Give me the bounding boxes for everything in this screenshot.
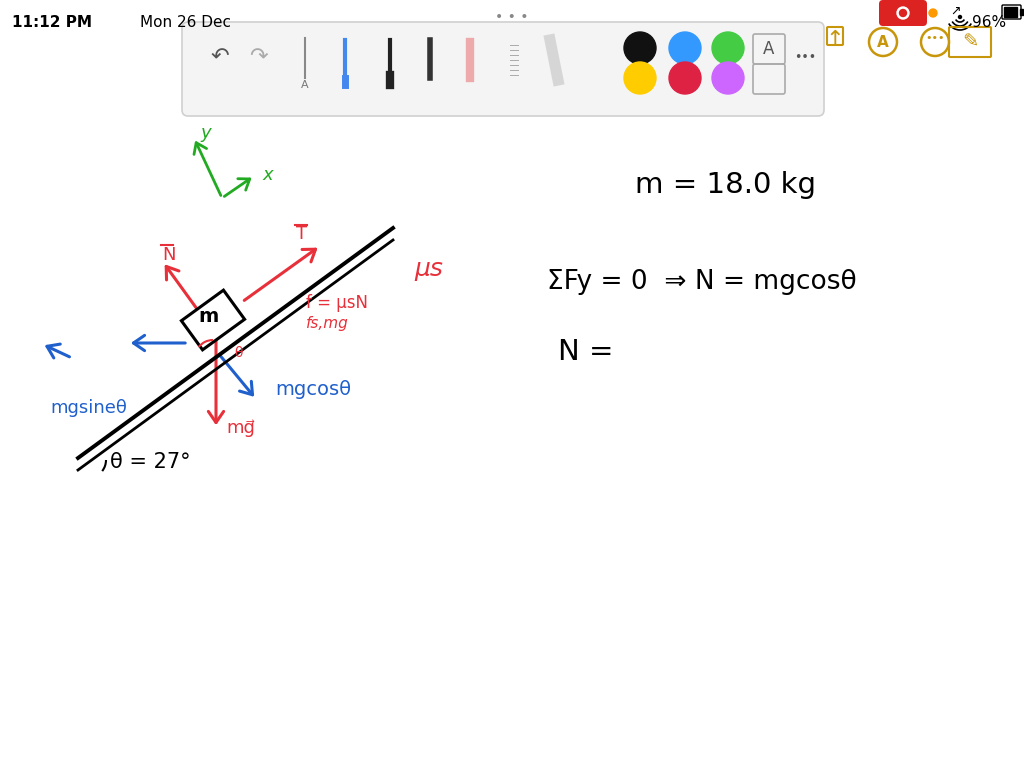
Text: N =: N =: [558, 338, 613, 366]
Text: • • •: • • •: [496, 10, 528, 24]
Circle shape: [624, 32, 656, 64]
Text: A: A: [878, 35, 889, 50]
Circle shape: [929, 9, 937, 17]
Text: y: y: [200, 124, 211, 142]
Circle shape: [669, 62, 701, 94]
Circle shape: [712, 62, 744, 94]
Text: 11:12 PM: 11:12 PM: [12, 15, 92, 30]
FancyBboxPatch shape: [182, 22, 824, 116]
Text: m: m: [198, 306, 218, 326]
Text: •••: •••: [794, 51, 816, 65]
Text: ↷: ↷: [249, 48, 267, 68]
Text: N: N: [162, 246, 175, 264]
Bar: [1020, 9, 1023, 15]
Circle shape: [712, 32, 744, 64]
Text: ✎: ✎: [962, 32, 978, 51]
Text: mgsineθ: mgsineθ: [50, 399, 127, 417]
Text: •••: •••: [926, 33, 945, 43]
Text: x: x: [262, 166, 272, 184]
Circle shape: [669, 32, 701, 64]
Polygon shape: [181, 290, 245, 350]
Text: ↶: ↶: [211, 48, 229, 68]
Bar: [1004, 7, 1017, 17]
Text: fs,mg: fs,mg: [306, 316, 349, 331]
Text: f = μsN: f = μsN: [306, 294, 368, 312]
Circle shape: [958, 15, 962, 18]
Text: ΣFy = 0  ⇒ N = mgcosθ: ΣFy = 0 ⇒ N = mgcosθ: [547, 269, 857, 295]
Text: T: T: [296, 225, 307, 243]
Text: A: A: [301, 80, 309, 90]
Text: ↑: ↑: [825, 30, 845, 50]
Text: Mon 26 Dec: Mon 26 Dec: [140, 15, 231, 30]
Text: mg⃗: mg⃗: [226, 419, 255, 437]
Circle shape: [897, 7, 909, 19]
Text: μs: μs: [414, 257, 442, 281]
FancyBboxPatch shape: [879, 0, 927, 26]
Circle shape: [624, 62, 656, 94]
Text: θ: θ: [234, 346, 243, 360]
FancyBboxPatch shape: [1002, 5, 1021, 19]
Text: A: A: [763, 40, 775, 58]
Text: mgcosθ: mgcosθ: [275, 380, 351, 399]
Text: 96%: 96%: [972, 15, 1007, 30]
Circle shape: [899, 9, 906, 16]
Text: θ = 27°: θ = 27°: [110, 452, 190, 472]
Text: ↗: ↗: [950, 5, 961, 18]
Text: m = 18.0 kg: m = 18.0 kg: [635, 171, 816, 199]
